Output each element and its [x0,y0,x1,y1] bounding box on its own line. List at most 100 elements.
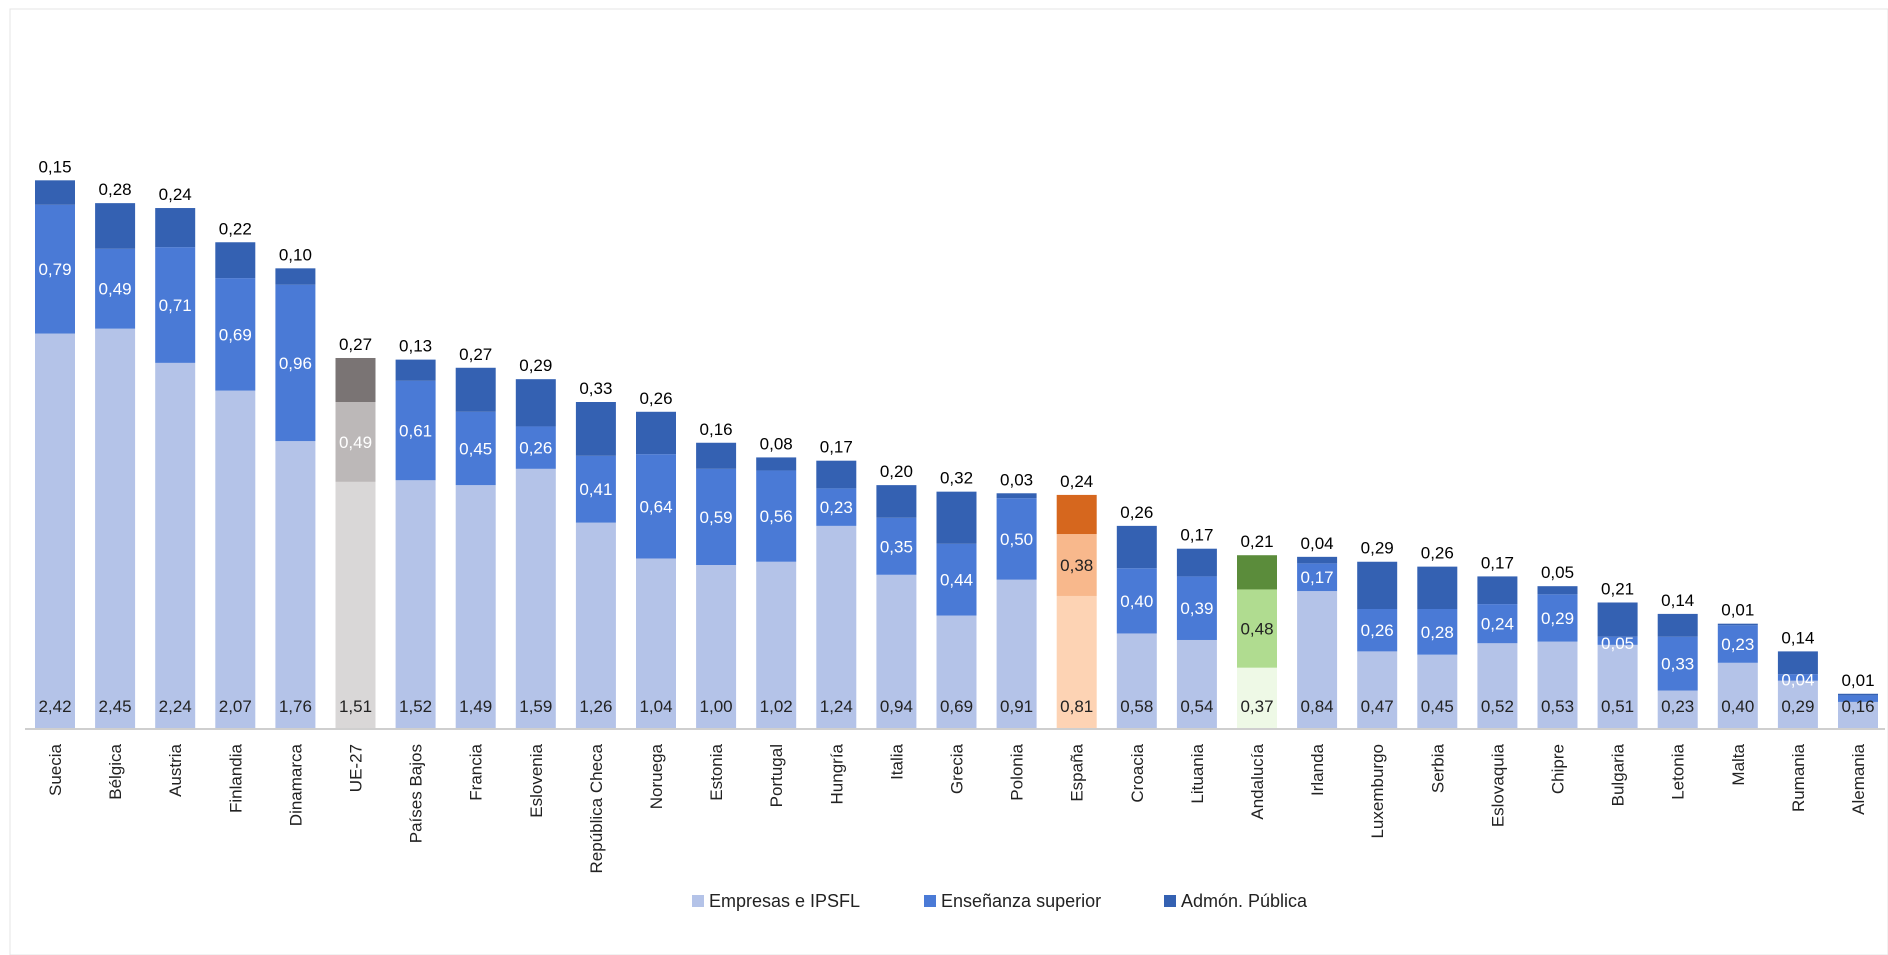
bar-noruega-ensenanza-superior [636,454,676,559]
category-label-italia: Italia [887,743,906,779]
bar-malta-empresas-e-ipsfl [1717,662,1758,728]
value-label-letonia-ensenanza-superior: 0,33 [1661,655,1694,674]
bar-bulgaria-ensenanza-superior [1597,636,1638,645]
bar-luxemburgo-empresas-e-ipsfl [1357,651,1398,728]
bar-eslovaquia-admon-publica [1477,576,1518,605]
value-label-ue-27-admon-publica: 0,27 [339,335,372,354]
bar-croacia-empresas-e-ipsfl [1116,633,1157,728]
bar-malta-admon-publica [1717,623,1758,626]
bar-luxemburgo-ensenanza-superior [1357,609,1398,652]
value-label-suecia-empresas-e-ipsfl: 2,42 [38,697,71,716]
value-label-serbia-admon-publica: 0,26 [1421,544,1454,563]
bar-grecia-admon-publica [936,491,977,544]
value-label-suecia-admon-publica: 0,15 [38,157,71,176]
bar-suecia-admon-publica [35,180,75,205]
legend-swatch-empresas-e-ipsfl [692,895,704,907]
value-label-suecia-ensenanza-superior: 0,79 [38,260,71,279]
value-label-paises-bajos-ensenanza-superior: 0,61 [399,422,432,441]
bar-belgica-ensenanza-superior [95,248,136,329]
value-label-espana-ensenanza-superior: 0,38 [1060,556,1093,575]
bar-luxemburgo-admon-publica [1357,561,1398,610]
value-label-belgica-admon-publica: 0,28 [99,180,132,199]
value-label-grecia-admon-publica: 0,32 [940,469,973,488]
value-label-noruega-ensenanza-superior: 0,64 [639,497,672,516]
value-label-francia-ensenanza-superior: 0,45 [459,439,492,458]
bar-rumania-empresas-e-ipsfl [1777,680,1818,728]
bar-rumania-ensenanza-superior [1777,674,1818,681]
bar-republica-checa-admon-publica [575,402,616,456]
bar-dinamarca-ensenanza-superior [275,284,316,442]
bar-portugal-admon-publica [756,457,797,471]
bar-austria-empresas-e-ipsfl [155,362,196,728]
bar-italia-ensenanza-superior [876,517,917,575]
bar-alemania-admon-publica [1838,693,1878,696]
bar-finlandia-admon-publica [215,242,256,279]
value-label-hungria-ensenanza-superior: 0,23 [820,498,853,517]
value-label-chipre-ensenanza-superior: 0,29 [1541,609,1574,628]
value-label-rumania-empresas-e-ipsfl: 0,29 [1781,697,1814,716]
value-label-austria-empresas-e-ipsfl: 2,24 [159,697,192,716]
bar-chipre-ensenanza-superior [1537,594,1578,642]
value-label-luxemburgo-empresas-e-ipsfl: 0,47 [1361,697,1394,716]
bar-ue-27-empresas-e-ipsfl [335,481,376,728]
category-labels-group: Suecia Bélgica Austria Finlandia Dinamarca UE… [46,743,1868,873]
bar-estonia-ensenanza-superior [696,468,737,565]
value-label-portugal-admon-publica: 0,08 [760,434,793,453]
category-label-chipre: Chipre [1549,744,1568,794]
value-label-dinamarca-admon-publica: 0,10 [279,245,312,264]
bar-hungria-ensenanza-superior [816,488,857,526]
bar-andalucia-admon-publica [1237,555,1277,590]
value-label-alemania-admon-publica: 0,01 [1841,671,1874,690]
category-label-irlanda: Irlanda [1308,743,1327,796]
bar-andalucia-ensenanza-superior [1237,589,1277,668]
value-label-polonia-ensenanza-superior: 0,50 [1000,530,1033,549]
bar-estonia-admon-publica [696,442,737,469]
bar-ue-27-ensenanza-superior [335,402,376,482]
bar-irlanda-ensenanza-superior [1297,563,1338,592]
category-label-hungria: Hungría [827,743,846,804]
bar-letonia-ensenanza-superior [1657,636,1698,691]
value-label-finlandia-ensenanza-superior: 0,69 [219,325,252,344]
bar-dinamarca-admon-publica [275,268,316,285]
value-label-lituania-admon-publica: 0,17 [1180,526,1213,545]
category-label-espana: España [1068,743,1087,801]
category-label-francia: Francia [467,743,486,800]
category-label-serbia: Serbia [1428,743,1447,793]
category-label-portugal: Portugal [767,744,786,807]
value-label-dinamarca-empresas-e-ipsfl: 1,76 [279,697,312,716]
value-label-bulgaria-ensenanza-superior: 0,05 [1601,634,1634,653]
bar-polonia-admon-publica [996,493,1037,499]
value-label-italia-ensenanza-superior: 0,35 [880,537,913,556]
bar-eslovaquia-ensenanza-superior [1477,604,1518,644]
bar-lituania-admon-publica [1176,548,1217,577]
bar-paises-bajos-empresas-e-ipsfl [395,480,436,728]
bar-chipre-empresas-e-ipsfl [1537,641,1578,728]
bar-portugal-empresas-e-ipsfl [756,561,797,728]
value-label-eslovaquia-ensenanza-superior: 0,24 [1481,615,1514,634]
legend-label-empresas-e-ipsfl: Empresas e IPSFL [709,891,860,911]
value-label-chipre-admon-publica: 0,05 [1541,563,1574,582]
value-label-bulgaria-admon-publica: 0,21 [1601,579,1634,598]
value-label-serbia-empresas-e-ipsfl: 0,45 [1421,697,1454,716]
value-label-austria-ensenanza-superior: 0,71 [159,296,192,315]
category-label-luxemburgo: Luxemburgo [1368,744,1387,839]
bar-croacia-ensenanza-superior [1116,568,1157,634]
category-label-polonia: Polonia [1008,743,1027,800]
bar-grecia-ensenanza-superior [936,543,977,616]
value-label-letonia-admon-publica: 0,14 [1661,591,1694,610]
value-label-italia-admon-publica: 0,20 [880,462,913,481]
category-label-estonia: Estonia [707,743,726,800]
value-label-polonia-empresas-e-ipsfl: 0,91 [1000,697,1033,716]
bar-noruega-empresas-e-ipsfl [636,558,676,728]
value-label-rumania-ensenanza-superior: 0,04 [1781,670,1814,689]
value-label-malta-admon-publica: 0,01 [1721,601,1754,620]
value-label-austria-admon-publica: 0,24 [159,185,192,204]
value-label-belgica-empresas-e-ipsfl: 2,45 [99,697,132,716]
value-label-francia-admon-publica: 0,27 [459,345,492,364]
value-label-ue-27-ensenanza-superior: 0,49 [339,433,372,452]
value-label-espana-empresas-e-ipsfl: 0,81 [1060,697,1093,716]
legend-label-ensenanza-superior: Enseñanza superior [941,891,1101,911]
value-label-lituania-ensenanza-superior: 0,39 [1180,599,1213,618]
